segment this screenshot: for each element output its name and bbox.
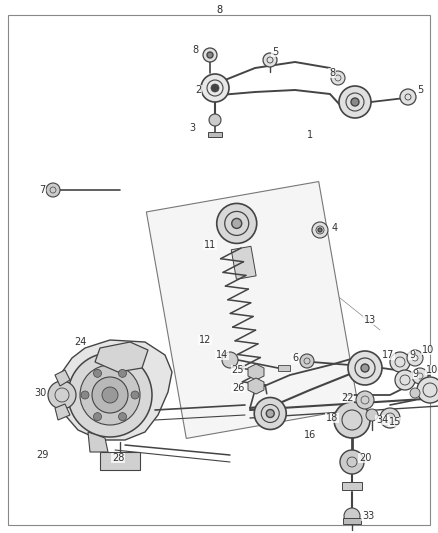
Circle shape (93, 413, 102, 421)
Circle shape (395, 370, 415, 390)
Bar (278, 365, 290, 371)
Circle shape (351, 98, 359, 106)
Text: 9: 9 (409, 350, 415, 360)
Circle shape (334, 402, 370, 438)
Text: 20: 20 (359, 453, 371, 463)
Text: 7: 7 (39, 185, 45, 195)
Circle shape (340, 450, 364, 474)
Text: 24: 24 (74, 337, 86, 347)
Text: 2: 2 (195, 85, 201, 95)
Circle shape (407, 350, 423, 366)
Text: 22: 22 (341, 393, 353, 403)
Text: 25: 25 (232, 365, 244, 375)
Circle shape (102, 387, 118, 403)
Circle shape (48, 381, 76, 409)
Circle shape (412, 368, 428, 384)
Text: 5: 5 (417, 85, 423, 95)
Circle shape (209, 114, 221, 126)
Text: 17: 17 (382, 350, 394, 360)
Circle shape (312, 222, 328, 238)
Text: 14: 14 (216, 350, 228, 360)
Circle shape (119, 369, 127, 377)
Circle shape (232, 219, 242, 229)
Circle shape (356, 391, 374, 409)
Text: 13: 13 (364, 315, 376, 325)
Circle shape (254, 398, 286, 430)
Circle shape (390, 352, 410, 372)
Polygon shape (55, 404, 70, 420)
Circle shape (300, 354, 314, 368)
Circle shape (380, 408, 400, 428)
Polygon shape (88, 432, 108, 452)
Text: 34: 34 (376, 415, 388, 425)
Polygon shape (95, 342, 148, 372)
Circle shape (93, 369, 102, 377)
Text: 9: 9 (412, 369, 418, 379)
Bar (343, 518, 361, 524)
Circle shape (203, 48, 217, 62)
Text: 8: 8 (216, 5, 222, 15)
Circle shape (366, 409, 378, 421)
Text: 10: 10 (422, 345, 434, 355)
Text: 16: 16 (304, 430, 316, 440)
Circle shape (266, 409, 274, 417)
Text: 30: 30 (34, 388, 46, 398)
Circle shape (331, 71, 345, 85)
Circle shape (263, 53, 277, 67)
Circle shape (400, 89, 416, 105)
Polygon shape (55, 370, 70, 386)
Polygon shape (248, 378, 264, 394)
Text: 6: 6 (292, 353, 298, 363)
Polygon shape (231, 246, 256, 279)
Circle shape (318, 228, 322, 232)
Text: 3: 3 (189, 123, 195, 133)
Circle shape (92, 377, 128, 413)
Text: 29: 29 (36, 450, 48, 460)
Circle shape (119, 413, 127, 421)
Circle shape (339, 86, 371, 118)
Polygon shape (248, 364, 264, 380)
Text: 28: 28 (112, 453, 124, 463)
Text: 5: 5 (272, 47, 278, 57)
Text: 8: 8 (192, 45, 198, 55)
Circle shape (410, 388, 420, 398)
Text: 15: 15 (389, 417, 401, 427)
Circle shape (211, 84, 219, 92)
Text: 1: 1 (307, 130, 313, 140)
Circle shape (131, 391, 139, 399)
Circle shape (222, 352, 238, 368)
Text: 18: 18 (326, 413, 338, 423)
Circle shape (344, 508, 360, 524)
Circle shape (81, 391, 89, 399)
Circle shape (80, 365, 140, 425)
Text: 26: 26 (232, 383, 244, 393)
Text: 11: 11 (204, 240, 216, 250)
Text: 4: 4 (332, 223, 338, 233)
Circle shape (361, 364, 369, 372)
Circle shape (217, 204, 257, 244)
Text: 10: 10 (426, 365, 438, 375)
Circle shape (46, 183, 60, 197)
Circle shape (348, 351, 382, 385)
Circle shape (201, 74, 229, 102)
Text: 8: 8 (216, 5, 222, 15)
Text: 8: 8 (329, 68, 335, 78)
Text: 33: 33 (362, 511, 374, 521)
Text: 12: 12 (199, 335, 211, 345)
Bar (342, 482, 362, 490)
Polygon shape (146, 182, 359, 439)
Bar (208, 132, 222, 137)
Circle shape (68, 353, 152, 437)
Circle shape (207, 52, 213, 58)
Polygon shape (58, 340, 172, 440)
Circle shape (417, 377, 438, 403)
Bar (100, 452, 140, 470)
